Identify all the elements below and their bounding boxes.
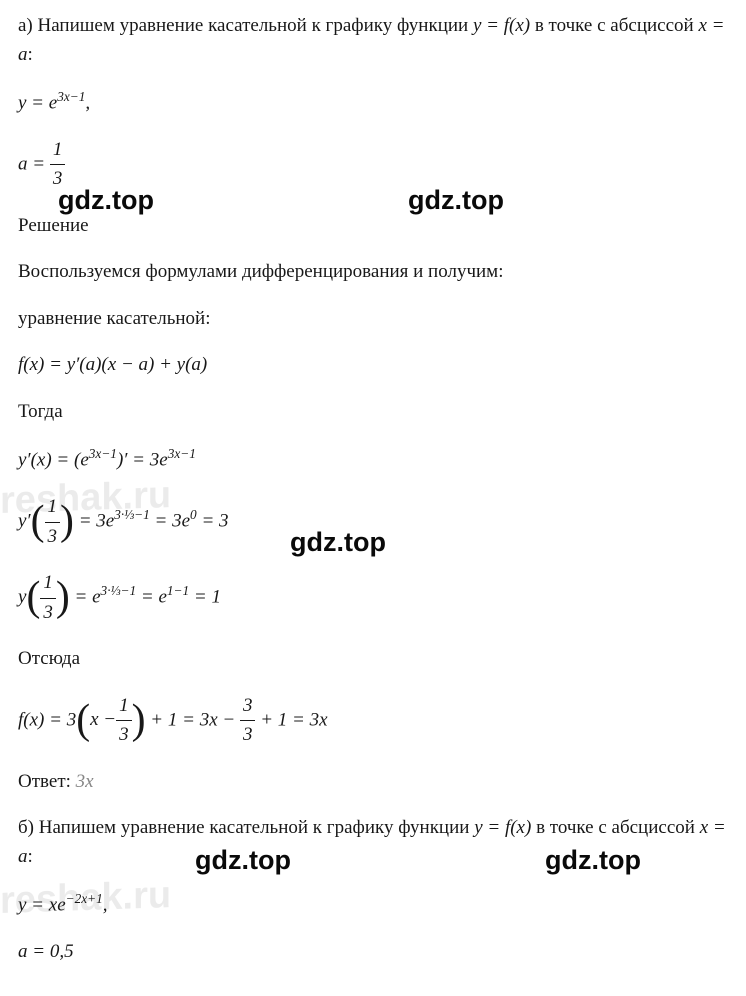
- deriv2-b: = 3e: [74, 511, 114, 532]
- eq1-exp: 3x−1: [57, 89, 85, 104]
- hence-label: Отсюда: [18, 645, 728, 674]
- final-equation: f(x) = 3(x − 13) + 1 = 3x − 33 + 1 = 3x: [18, 692, 728, 750]
- intro-text-b: в точке с абсциссой: [530, 15, 698, 36]
- eq2-frac: 13: [50, 136, 66, 194]
- yval-frac-num: 1: [40, 569, 56, 599]
- b-intro-text-a: б) Напишем уравнение касательной к графи…: [18, 817, 474, 838]
- b-equation-a: a = 0,5: [18, 938, 728, 967]
- b-eq1-lhs: y = xe: [18, 894, 66, 915]
- final-paren-frac: (x − 13): [76, 692, 145, 750]
- solution-heading: Решение: [18, 212, 728, 241]
- tangent-equation: f(x) = y′(a)(x − a) + y(a): [18, 351, 728, 380]
- eq1-comma: ,: [85, 92, 90, 113]
- equation-a: a = 13: [18, 136, 728, 194]
- b-eq1-exp: −2x+1: [66, 891, 103, 906]
- deriv2-paren-frac: (13): [31, 493, 74, 551]
- b-intro-func: y = f(x): [474, 817, 531, 838]
- deriv2-frac-den: 3: [45, 523, 61, 552]
- yval-d: = 1: [189, 587, 221, 608]
- deriv2-exp2: 0: [190, 507, 197, 522]
- eq1-lhs: y = e: [18, 92, 57, 113]
- part-a-intro: a) Напишем уравнение касательной к графи…: [18, 12, 728, 69]
- eq2-den: 3: [50, 165, 66, 194]
- final-frac-num: 1: [116, 692, 132, 722]
- yval-paren-frac: (13): [26, 569, 69, 627]
- derivative-general: y′(x) = (e3x−1)′ = 3e3x−1: [18, 444, 728, 475]
- final-b: + 1 = 3x −: [146, 709, 240, 730]
- final-frac2: 33: [240, 692, 256, 750]
- part-b-intro: б) Напишем уравнение касательной к графи…: [18, 814, 728, 871]
- deriv2-exp: 3·⅓−1: [114, 507, 150, 522]
- y-at-point: y(13) = e3·⅓−1 = e1−1 = 1: [18, 569, 728, 627]
- yval-c: = e: [136, 587, 167, 608]
- b-intro-text-b: в точке с абсциссой: [531, 817, 699, 838]
- final-frac2-den: 3: [240, 721, 256, 750]
- intro-text-a: a) Напишем уравнение касательной к графи…: [18, 15, 473, 36]
- then-label: Тогда: [18, 398, 728, 427]
- deriv2-d: = 3: [197, 511, 229, 532]
- deriv2-c: = 3e: [150, 511, 190, 532]
- document-content: a) Напишем уравнение касательной к графи…: [18, 12, 728, 966]
- deriv2-frac-num: 1: [45, 493, 61, 523]
- b-intro-colon: :: [28, 846, 33, 867]
- yval-exp2: 1−1: [167, 583, 189, 598]
- final-frac2-num: 3: [240, 692, 256, 722]
- deriv1-b: )′ = 3e: [117, 450, 168, 471]
- tangent-eq-label: уравнение касательной:: [18, 305, 728, 334]
- deriv1-exp1: 3x−1: [89, 446, 117, 461]
- final-a: f(x) = 3: [18, 709, 76, 730]
- yval-b: = e: [70, 587, 101, 608]
- b-equation-y: y = xe−2x+1,: [18, 889, 728, 920]
- eq2-num: 1: [50, 136, 66, 166]
- intro-colon: :: [28, 44, 33, 65]
- deriv1-exp2: 3x−1: [168, 446, 196, 461]
- derivative-at-point: y′(13) = 3e3·⅓−1 = 3e0 = 3: [18, 493, 728, 551]
- final-frac-den: 3: [116, 721, 132, 750]
- use-formulas-text: Воспользуемся формулами дифференцировани…: [18, 258, 728, 287]
- yval-exp: 3·⅓−1: [101, 583, 137, 598]
- b-eq1-comma: ,: [103, 894, 108, 915]
- equation-y: y = e3x−1,: [18, 87, 728, 118]
- intro-func: y = f(x): [473, 15, 530, 36]
- final-frac-pre: x −: [90, 706, 116, 735]
- final-c: + 1 = 3x: [255, 709, 327, 730]
- answer-label: Ответ:: [18, 771, 76, 792]
- yval-a: y: [18, 587, 26, 608]
- eq2-lhs: a =: [18, 153, 50, 174]
- deriv2-a: y′: [18, 511, 31, 532]
- yval-frac-den: 3: [40, 599, 56, 628]
- answer-value: 3x: [76, 771, 94, 792]
- deriv1-a: y′(x) = (e: [18, 450, 89, 471]
- answer-line: Ответ: 3x: [18, 768, 728, 797]
